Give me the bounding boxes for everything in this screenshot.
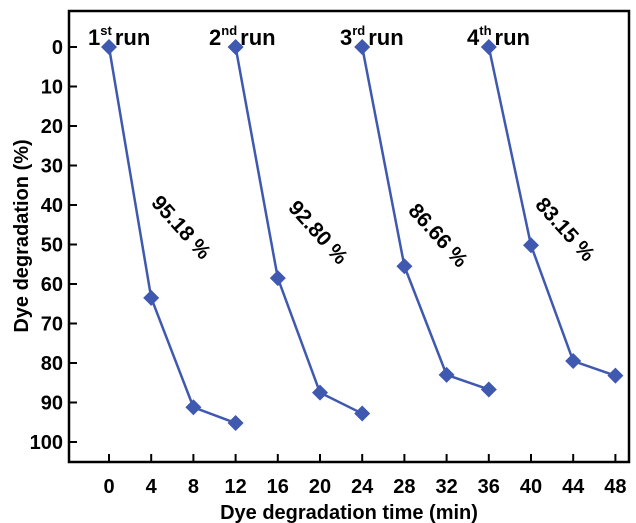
x-tick-label: 36: [478, 476, 500, 498]
data-point-marker: [607, 367, 624, 384]
run-labels: 1st run 2nd run 3rd run 4th run: [88, 23, 530, 50]
y-tick-label: 10: [41, 77, 63, 99]
y-tick-label: 60: [41, 274, 63, 296]
data-point-marker: [227, 415, 244, 432]
x-tick-label: 24: [351, 476, 374, 498]
x-tick-label: 16: [267, 476, 289, 498]
degradation-percent-label: 86.66 %: [404, 199, 473, 272]
data-point-marker: [354, 39, 371, 55]
run-label: 2nd run: [209, 23, 276, 50]
y-tick-label: 100: [30, 432, 63, 454]
y-tick-label: 70: [41, 314, 63, 336]
x-axis-label: Dye degradation time (min): [220, 502, 478, 523]
annotations: 95.18 % 92.80 % 86.66 % 83.15 %: [147, 191, 600, 272]
y-tick-label: 50: [41, 235, 63, 257]
x-axis: 0 4 8 12 16 20 24 28 32 36 40 44 48: [103, 454, 627, 498]
run-label: 3rd run: [340, 23, 404, 50]
x-tick-label: 40: [520, 476, 542, 498]
series-layer: [101, 39, 624, 432]
x-tick-label: 0: [103, 476, 114, 498]
series-line-run-4: [487, 46, 616, 377]
x-tick-label: 32: [435, 476, 457, 498]
y-tick-label: 90: [41, 393, 63, 415]
y-tick-label: 20: [41, 116, 63, 138]
y-tick-label: 30: [41, 156, 63, 178]
data-point-marker: [269, 270, 286, 287]
y-tick-label: 40: [41, 195, 63, 217]
y-axis: 0 10 20 30 40 50 60 70 80 90 100: [30, 37, 77, 454]
data-point-marker: [396, 258, 413, 275]
x-tick-label: 8: [188, 476, 199, 498]
data-point-marker: [312, 384, 328, 401]
x-tick-label: 12: [224, 476, 246, 498]
y-axis-label: Dye degradation (%): [11, 139, 33, 332]
x-tick-label: 4: [146, 476, 158, 498]
y-tick-label: 0: [52, 37, 63, 59]
data-point-marker: [227, 39, 244, 55]
degradation-percent-label: 95.18 %: [147, 191, 216, 264]
degradation-percent-label: 83.15 %: [531, 193, 600, 266]
series-line-run-3: [360, 46, 490, 391]
data-point-marker: [185, 399, 202, 416]
data-point-marker: [565, 353, 582, 370]
data-point-marker: [101, 39, 117, 55]
y-tick-label: 80: [41, 353, 63, 375]
x-tick-label: 48: [604, 476, 626, 498]
x-tick-label: 44: [562, 476, 585, 498]
degradation-percent-label: 92.80 %: [284, 196, 353, 269]
data-point-marker: [480, 381, 497, 398]
series-line-run-1: [107, 46, 237, 425]
data-point-marker: [354, 405, 371, 422]
run-label: 1st run: [88, 23, 150, 50]
series-line-run-2: [234, 46, 363, 415]
x-tick-label: 28: [393, 476, 415, 498]
data-point-marker: [438, 366, 455, 383]
x-tick-label: 20: [309, 476, 331, 498]
run-label: 4th run: [467, 23, 530, 50]
data-point-marker: [143, 289, 160, 306]
data-point-marker: [523, 237, 539, 254]
plot-frame: [67, 9, 631, 464]
data-point-marker: [480, 39, 497, 55]
